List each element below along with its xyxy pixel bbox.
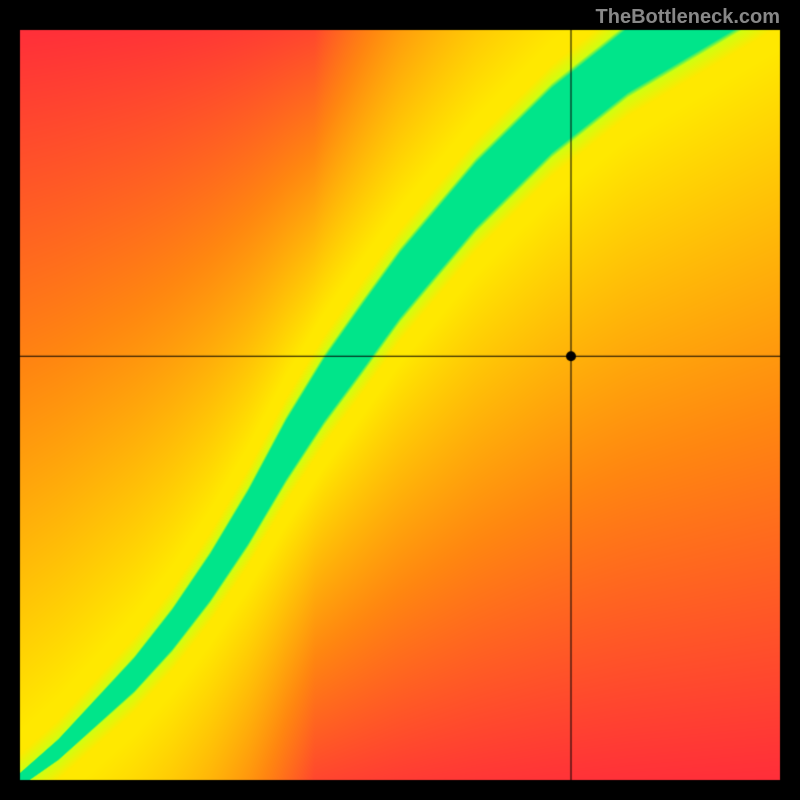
chart-container: TheBottleneck.com <box>0 0 800 800</box>
watermark-text: TheBottleneck.com <box>596 6 780 29</box>
heatmap-canvas <box>0 0 800 800</box>
